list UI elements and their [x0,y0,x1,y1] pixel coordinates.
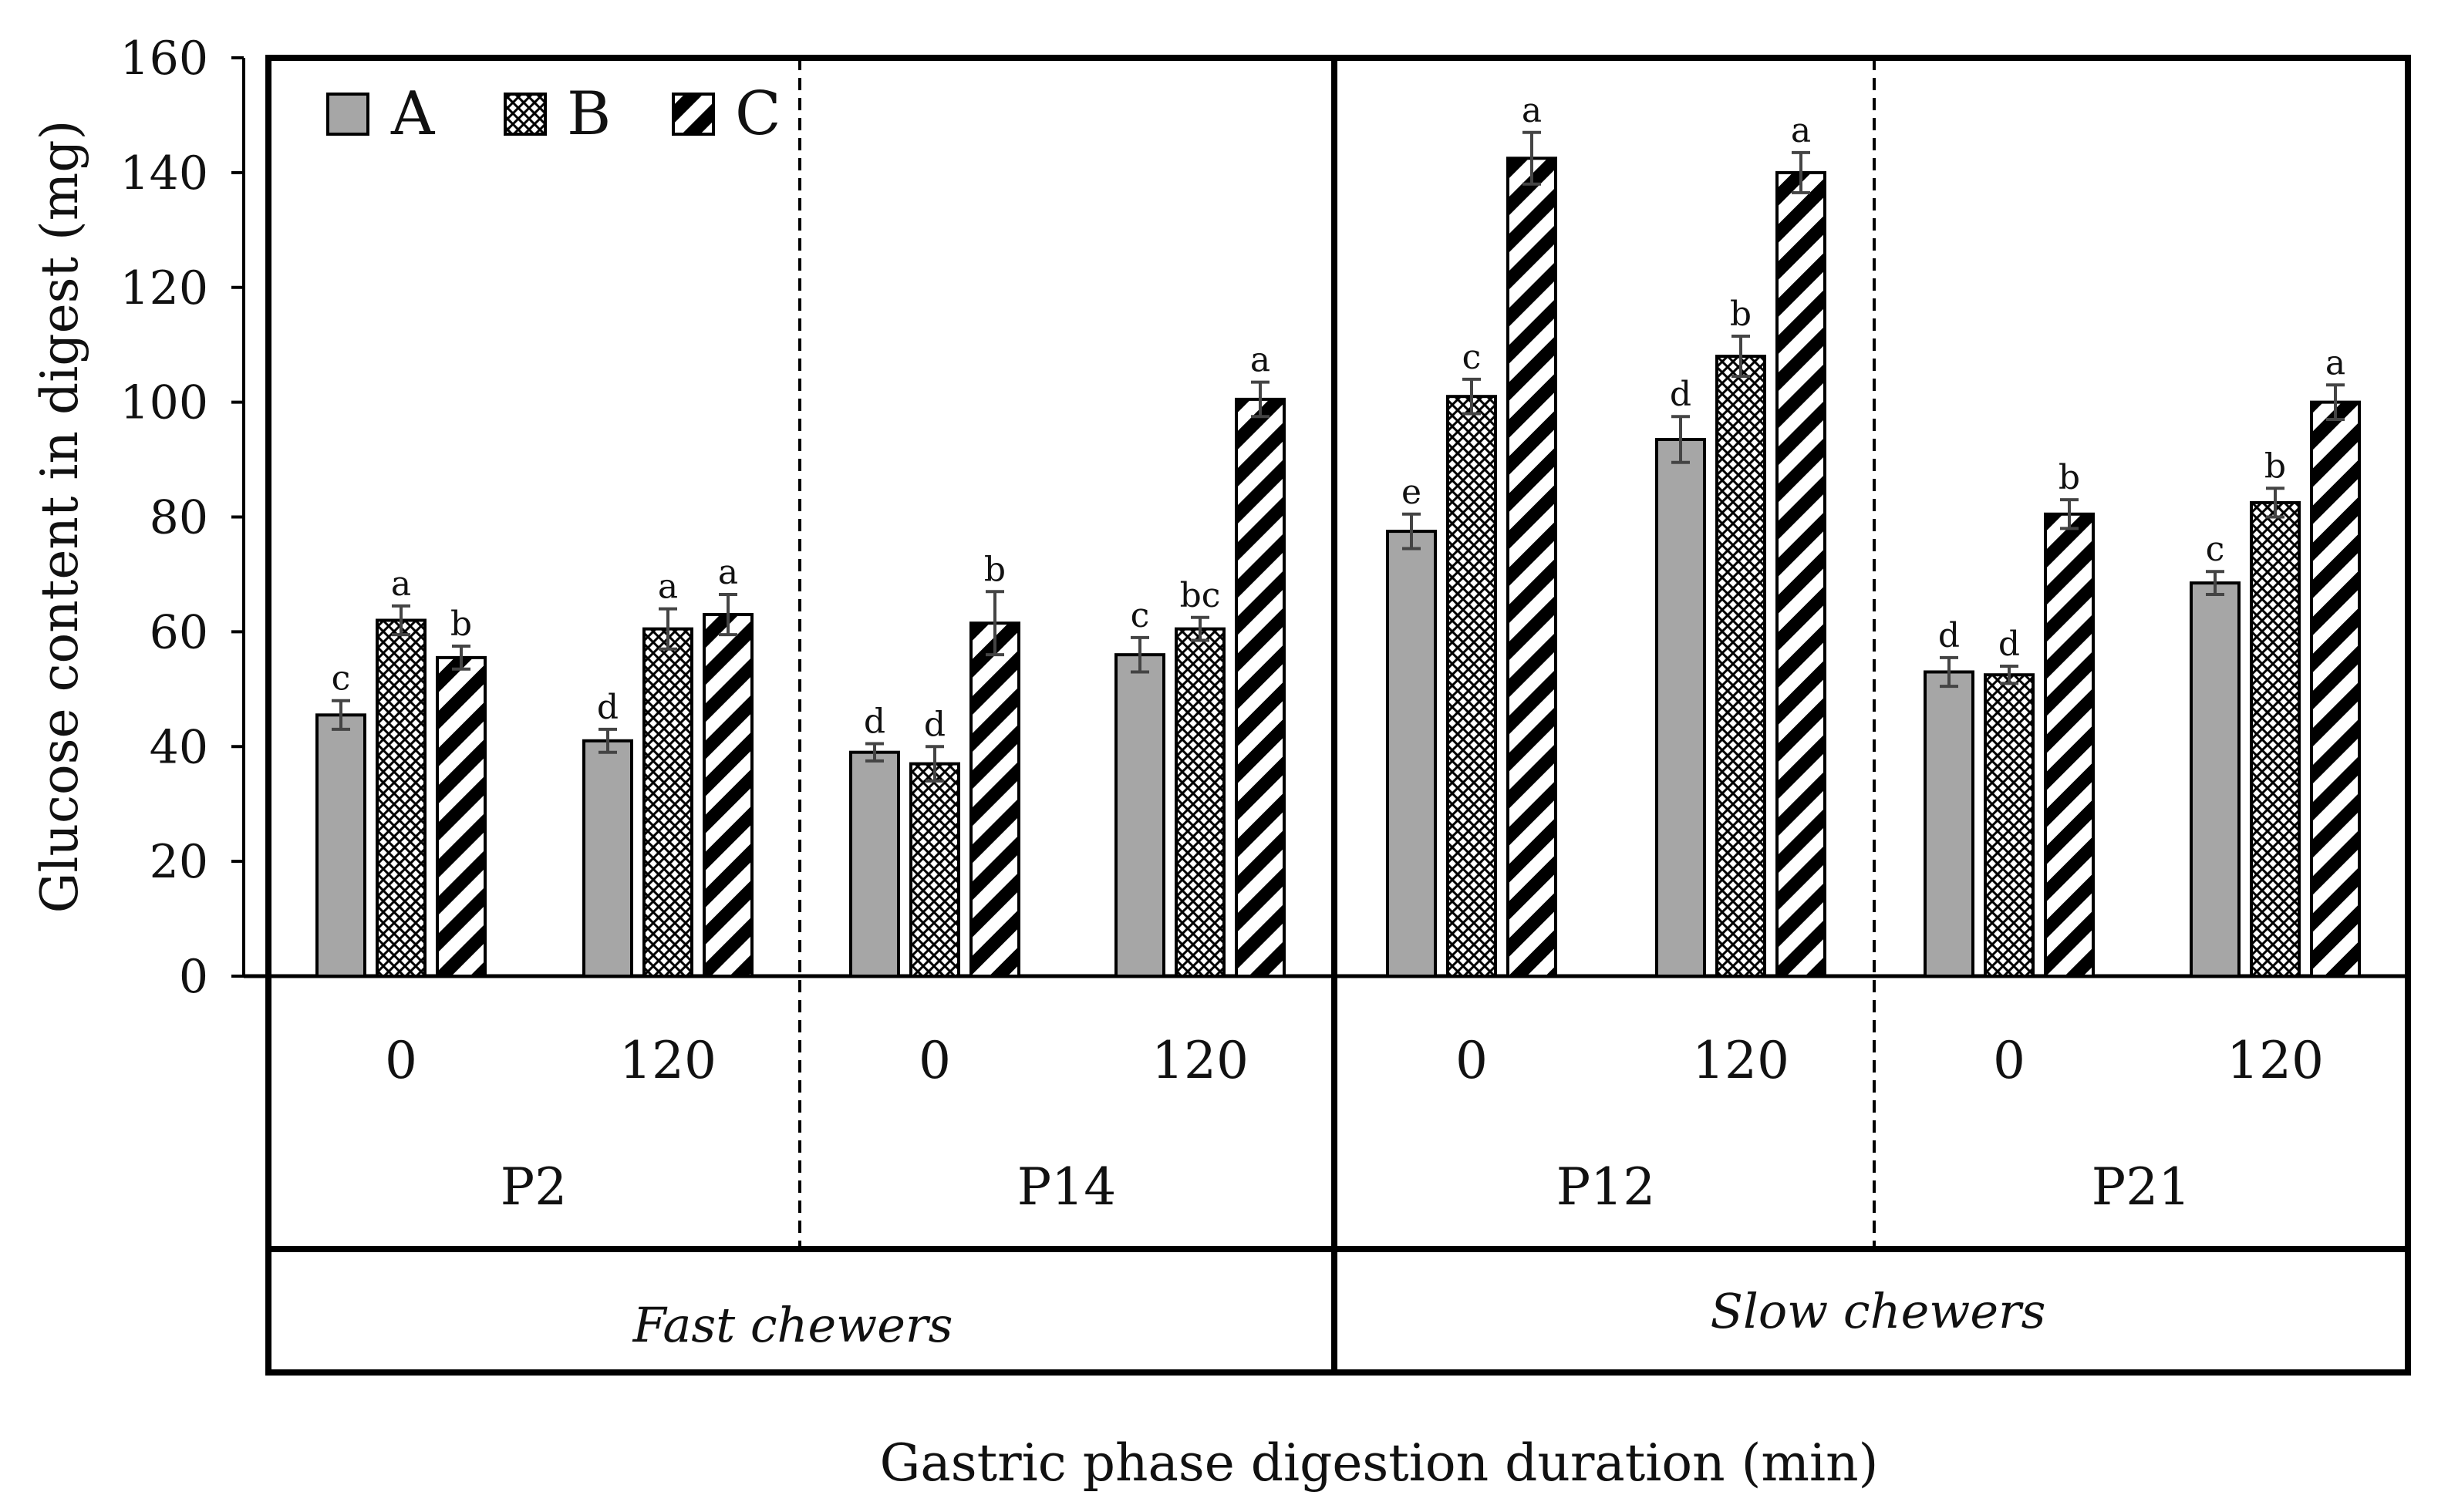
chewer-box [265,1246,2411,1376]
significance-label: d [1998,625,2020,664]
y-tick-label: 80 [150,491,208,545]
chewer-label-slow: Slow chewers [1711,1283,2046,1339]
legend-swatch-b [504,93,547,136]
y-tick-label: 60 [150,605,208,659]
bar-p21-t0-c [2044,512,2095,978]
time-label: 120 [1692,1031,1789,1090]
bar-p12-t120-a [1655,438,1706,978]
significance-label: d [597,688,619,727]
bar-p14-t0-c [969,621,1020,978]
significance-label: b [2059,458,2080,497]
significance-label: a [2325,343,2345,382]
significance-label: d [1938,616,1960,655]
bar-p12-t120-b [1715,355,1766,978]
bar-p14-t0-a [849,750,900,978]
bar-p21-t120-c [2310,400,2361,978]
significance-label: a [1791,111,1811,150]
significance-label: a [718,553,738,592]
category-labels: 0 120 0 120 0 120 0 120 [385,1031,2324,1090]
chewer-label-fast: Fast chewers [632,1297,953,1353]
bar-p12-t0-c [1506,157,1557,978]
y-tick-label: 140 [120,146,208,200]
y-tick-label: 20 [150,835,208,889]
bar-p2-t0-b [376,618,427,978]
significance-label: e [1401,473,1421,512]
bar-p2-t120-a [582,739,633,978]
significance-label: c [332,659,351,699]
participant-label-p2: P2 [501,1157,567,1217]
time-label: 0 [385,1031,417,1090]
significance-label: a [658,567,678,607]
bar-p21-t120-b [2250,500,2301,978]
legend-label-b: B [567,79,611,149]
legend-swatch-a [326,93,369,136]
legend-swatch-c [672,93,715,136]
bar-p12-t0-a [1386,530,1437,978]
time-label: 0 [919,1031,951,1090]
significance-label: b [1730,295,1752,334]
bar-p14-t120-a [1114,653,1165,978]
significance-label: b [984,550,1006,589]
bar-p14-t0-b [909,762,960,978]
bar-p21-t0-b [1984,673,2035,978]
bar-p12-t120-c [1775,170,1826,978]
bar-p2-t0-a [315,713,366,978]
time-label: 120 [2227,1031,2324,1090]
significance-label: a [1522,91,1542,130]
x-axis-title: Gastric phase digestion duration (min) [880,1433,1879,1493]
significance-label: c [1131,596,1150,635]
y-tick-label: 40 [150,720,208,774]
significance-label: b [2264,446,2286,486]
time-label: 120 [619,1031,717,1090]
y-axis: 0 20 40 60 80 100 120 140 160 [120,32,244,1004]
significance-label: a [391,564,411,604]
significance-label: a [1250,341,1270,380]
y-axis-title: Glucose content in digest (mg) [30,120,89,914]
significance-label: d [1670,375,1691,414]
significance-label: d [924,705,946,744]
y-tick-label: 0 [179,950,208,1004]
bar-p14-t120-c [1235,397,1286,978]
bar-p14-t120-b [1175,627,1226,978]
bar-p21-t0-a [1924,670,1974,978]
significance-label: b [450,604,472,644]
y-tick-label: 160 [120,32,208,86]
y-tick-label: 100 [120,376,208,430]
significance-label: c [1462,338,1482,377]
participant-label-p21: P21 [2092,1157,2190,1217]
significance-label: c [2206,530,2225,569]
bar-p2-t0-c [436,655,487,978]
legend-label-a: A [390,79,436,149]
legend-label-c: C [735,79,781,149]
participant-label-p12: P12 [1556,1157,1655,1217]
bar-p2-t120-c [703,613,754,978]
participant-label-p14: P14 [1017,1157,1116,1217]
bar-p21-t120-a [2190,581,2241,978]
significance-label: bc [1180,576,1221,615]
significance-label: d [864,702,885,742]
time-label: 0 [1993,1031,2025,1090]
time-label: 0 [1455,1031,1488,1090]
bar-p2-t120-b [642,627,693,978]
bar-p12-t0-b [1446,395,1497,978]
time-label: 120 [1152,1031,1249,1090]
legend: A B C [326,79,781,149]
y-tick-label: 120 [120,261,208,315]
